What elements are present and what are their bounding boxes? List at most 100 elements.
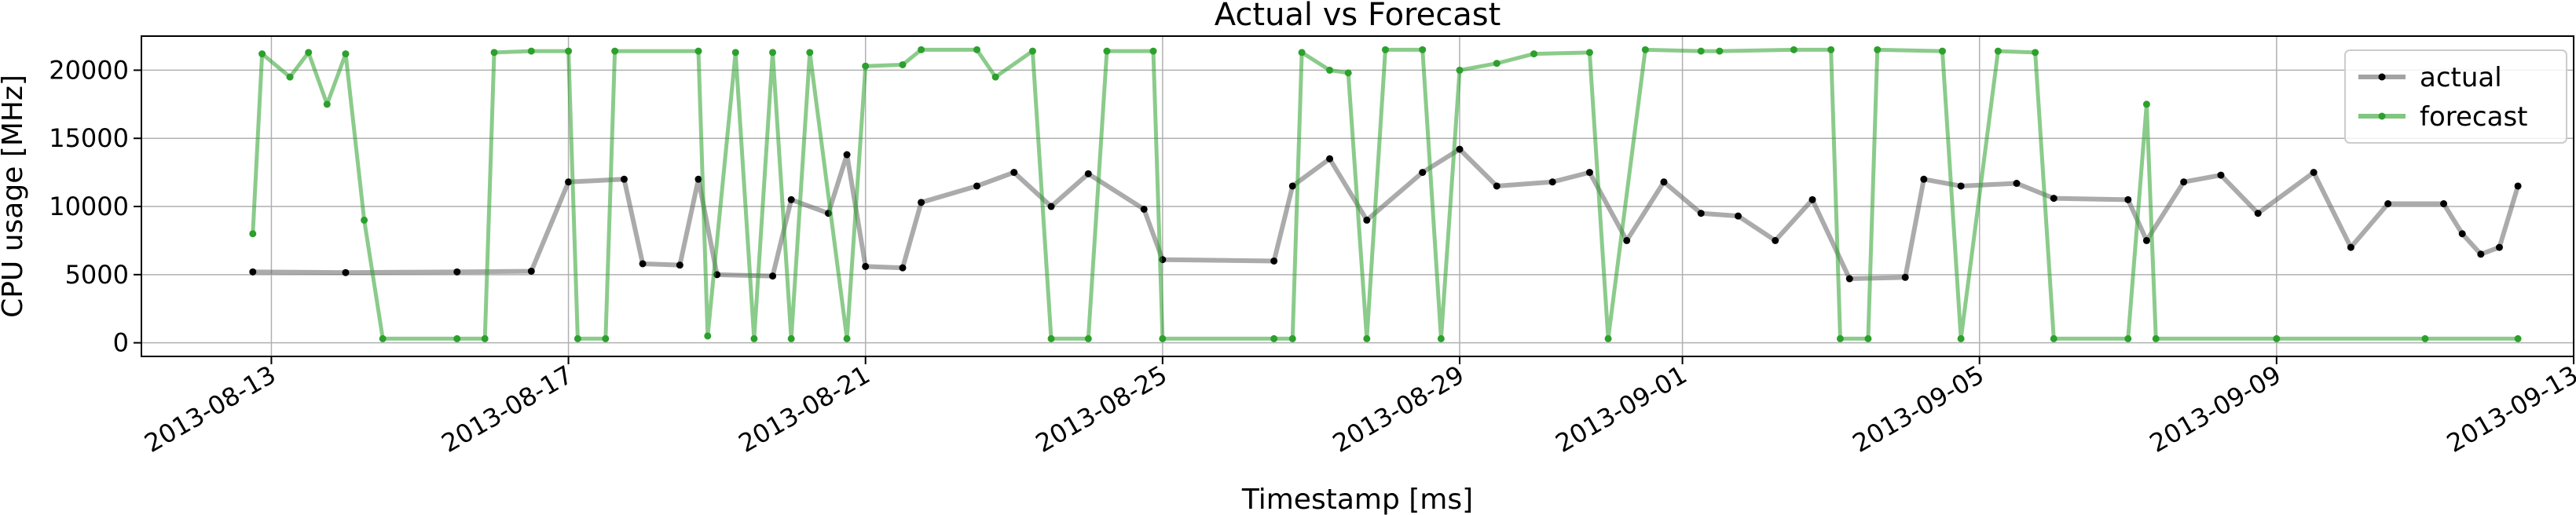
data-point-forecast xyxy=(2142,100,2150,108)
data-point-actual xyxy=(1901,273,1909,281)
data-point-actual xyxy=(694,175,702,183)
data-point-forecast xyxy=(769,49,777,57)
data-point-forecast xyxy=(694,47,702,55)
data-point-actual xyxy=(862,262,870,270)
data-point-actual xyxy=(2254,210,2262,217)
x-tick-label: 2013-09-01 xyxy=(1551,360,1692,458)
data-point-actual xyxy=(527,267,535,275)
data-point-forecast xyxy=(973,46,981,53)
data-point-actual xyxy=(2514,182,2522,190)
data-point-forecast xyxy=(1363,334,1371,342)
series-actual xyxy=(249,145,2522,283)
data-point-actual xyxy=(2124,195,2132,203)
data-point-forecast xyxy=(1716,47,1724,55)
data-point-forecast xyxy=(1028,47,1036,55)
data-point-forecast xyxy=(323,100,331,108)
data-point-forecast xyxy=(379,334,387,342)
data-point-actual xyxy=(1697,210,1705,217)
data-point-actual xyxy=(1288,182,1296,190)
data-point-actual xyxy=(1772,236,1779,244)
data-point-forecast xyxy=(1298,49,1306,57)
data-point-forecast xyxy=(787,334,795,342)
data-point-forecast xyxy=(611,47,619,55)
data-point-forecast xyxy=(490,49,498,57)
data-point-actual xyxy=(1920,175,1928,183)
data-point-actual xyxy=(1845,275,1853,283)
data-point-actual xyxy=(918,199,925,206)
data-point-forecast xyxy=(1957,334,1965,342)
data-point-forecast xyxy=(1874,46,1882,53)
data-point-forecast xyxy=(453,334,461,342)
data-point-actual xyxy=(639,260,647,268)
data-point-forecast xyxy=(361,216,368,224)
chart-title: Actual vs Forecast xyxy=(1215,0,1501,33)
y-axis-label: CPU usage [MHz] xyxy=(0,75,29,318)
data-point-actual xyxy=(1419,169,1427,177)
data-point-forecast xyxy=(731,49,739,57)
series-line-forecast xyxy=(251,47,2519,341)
data-point-forecast xyxy=(1270,334,1278,342)
data-point-forecast xyxy=(1994,47,2002,55)
data-point-forecast xyxy=(1604,334,1612,342)
data-point-forecast xyxy=(1641,46,1649,53)
x-tick-label: 2013-08-21 xyxy=(734,360,875,458)
series-line-actual xyxy=(252,147,2520,282)
data-point-forecast xyxy=(899,60,907,68)
data-point-actual xyxy=(1957,182,1965,190)
data-point-forecast xyxy=(1864,334,1872,342)
data-point-forecast xyxy=(1836,334,1844,342)
data-point-actual xyxy=(1585,169,1593,177)
data-point-forecast xyxy=(1790,46,1797,53)
data-point-actual xyxy=(1047,203,1055,210)
data-point-actual xyxy=(1456,145,1464,153)
data-point-forecast xyxy=(1288,334,1296,342)
data-point-forecast xyxy=(1149,47,1157,55)
data-point-forecast xyxy=(1827,46,1835,53)
x-tick-label: 2013-09-09 xyxy=(2145,360,2286,458)
data-point-actual xyxy=(2217,171,2225,179)
data-point-actual xyxy=(843,151,851,159)
x-tick-label: 2013-08-13 xyxy=(139,360,280,458)
data-point-forecast xyxy=(991,73,999,81)
data-point-forecast xyxy=(1697,47,1705,55)
data-point-actual xyxy=(565,178,573,186)
data-point-forecast xyxy=(2124,334,2132,342)
data-point-actual xyxy=(1493,182,1501,190)
x-tick-label: 2013-09-13 xyxy=(2442,360,2576,458)
data-point-actual xyxy=(1326,155,1334,163)
y-axis-ticks: 0 5000 10000 15000 20000 xyxy=(49,55,141,358)
x-gridlines xyxy=(270,36,2574,356)
data-point-actual xyxy=(1623,236,1631,244)
data-point-actual xyxy=(1010,169,1018,177)
data-point-actual xyxy=(2477,250,2485,258)
data-point-actual xyxy=(1808,195,1816,203)
data-point-forecast xyxy=(565,47,573,55)
x-axis-label: Timestamp [ms] xyxy=(1241,484,1473,515)
data-point-actual xyxy=(1084,170,1092,177)
legend-box xyxy=(2344,49,2567,144)
y-tick-label: 20000 xyxy=(49,55,129,85)
data-point-actual xyxy=(2310,169,2318,177)
data-point-forecast xyxy=(806,49,814,57)
data-point-actual xyxy=(1548,178,1556,186)
legend: actual forecast xyxy=(2344,49,2567,144)
data-point-forecast xyxy=(1381,46,1389,53)
data-point-actual xyxy=(769,272,777,280)
x-tick-label: 2013-08-29 xyxy=(1328,360,1469,458)
data-point-forecast xyxy=(1585,49,1593,57)
data-point-forecast xyxy=(918,46,925,53)
data-point-forecast xyxy=(2514,334,2522,342)
series-layer xyxy=(249,46,2522,342)
data-point-forecast xyxy=(862,62,870,70)
data-point-actual xyxy=(899,264,907,272)
data-point-actual xyxy=(2440,200,2448,208)
y-tick-label: 15000 xyxy=(49,123,129,153)
data-point-actual xyxy=(2458,230,2466,238)
data-point-actual xyxy=(342,268,350,276)
data-point-forecast xyxy=(527,47,535,55)
x-tick-label: 2013-08-17 xyxy=(437,360,578,458)
data-point-actual xyxy=(1270,257,1278,265)
data-point-actual xyxy=(453,268,461,276)
data-point-forecast xyxy=(2032,49,2039,57)
